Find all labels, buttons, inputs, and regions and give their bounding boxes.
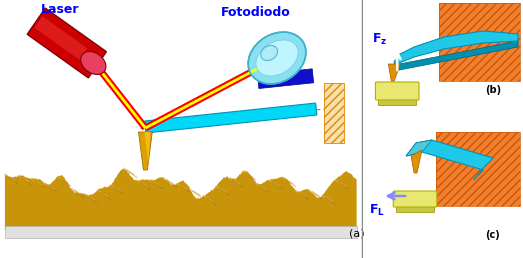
- Bar: [396, 204, 434, 212]
- Ellipse shape: [261, 45, 278, 61]
- Polygon shape: [394, 31, 518, 65]
- FancyBboxPatch shape: [376, 82, 419, 100]
- Ellipse shape: [248, 32, 306, 84]
- Polygon shape: [411, 150, 422, 173]
- Polygon shape: [27, 8, 106, 78]
- Text: (a): (a): [349, 228, 365, 238]
- Polygon shape: [35, 16, 87, 60]
- Text: Laser: Laser: [41, 3, 80, 16]
- Bar: [379, 97, 416, 105]
- Ellipse shape: [256, 40, 298, 76]
- Bar: [439, 3, 520, 81]
- Polygon shape: [145, 103, 317, 133]
- Bar: [324, 83, 344, 143]
- Text: $\mathbf{F_L}$: $\mathbf{F_L}$: [369, 203, 385, 218]
- Polygon shape: [406, 140, 432, 156]
- Polygon shape: [388, 64, 400, 81]
- Polygon shape: [406, 140, 432, 156]
- Polygon shape: [144, 132, 150, 162]
- Polygon shape: [257, 69, 314, 88]
- Text: $\mathbf{F_z}$: $\mathbf{F_z}$: [372, 32, 388, 47]
- Text: Fotodiodo: Fotodiodo: [221, 6, 291, 19]
- Polygon shape: [406, 140, 493, 180]
- Polygon shape: [394, 41, 518, 71]
- Bar: [439, 3, 520, 81]
- Text: (b): (b): [485, 85, 502, 95]
- Bar: [5, 226, 357, 238]
- FancyBboxPatch shape: [393, 191, 437, 207]
- Text: (c): (c): [485, 230, 500, 240]
- Ellipse shape: [81, 52, 106, 75]
- Bar: [436, 132, 520, 206]
- Polygon shape: [139, 132, 152, 170]
- Bar: [324, 83, 344, 143]
- Bar: [436, 132, 520, 206]
- Polygon shape: [5, 168, 357, 230]
